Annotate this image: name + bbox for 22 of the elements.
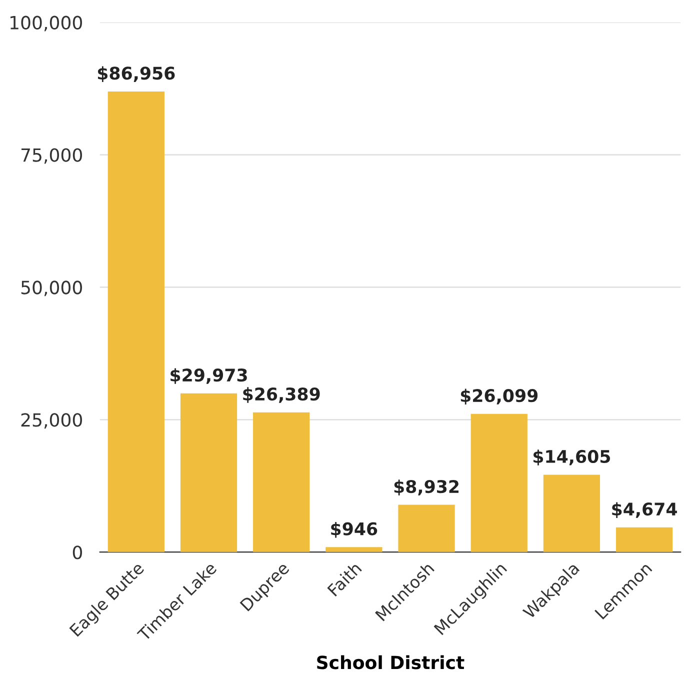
bar (253, 412, 310, 552)
y-tick-label: 50,000 (21, 280, 82, 296)
data-label: $26,099 (460, 388, 538, 404)
y-tick-label: 100,000 (10, 16, 82, 32)
bar (326, 547, 382, 552)
x-axis-title: School District (317, 655, 464, 670)
y-tick-label: 0 (72, 546, 82, 560)
data-label: $8,932 (394, 480, 459, 496)
data-label: $4,674 (612, 502, 677, 518)
data-label: $14,605 (534, 450, 610, 466)
bar (398, 504, 455, 552)
bar (108, 91, 164, 552)
bar (470, 414, 528, 552)
y-tick-label: 75,000 (22, 148, 82, 164)
bar (543, 474, 600, 552)
data-label: $86,956 (98, 66, 175, 82)
data-label: $26,389 (243, 387, 320, 403)
bar (616, 527, 673, 552)
y-tick-label: 25,000 (21, 413, 82, 429)
data-label: $946 (331, 522, 378, 538)
data-label: $29,973 (170, 368, 247, 384)
bar (180, 393, 238, 552)
